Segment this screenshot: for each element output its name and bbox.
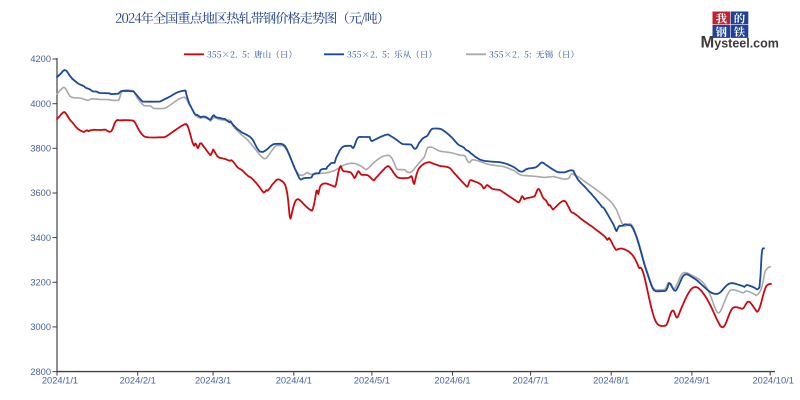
svg-text:2800: 2800	[30, 367, 51, 377]
svg-text:2024/1/1: 2024/1/1	[42, 376, 78, 386]
svg-text:Mysteel.com: Mysteel.com	[701, 34, 779, 52]
svg-text:2024/9/1: 2024/9/1	[674, 376, 710, 386]
svg-text:2024/4/1: 2024/4/1	[276, 376, 312, 386]
svg-text:3000: 3000	[30, 322, 51, 332]
svg-text:2024/10/1: 2024/10/1	[753, 376, 794, 386]
svg-text:2024/5/1: 2024/5/1	[354, 376, 390, 386]
svg-text:3200: 3200	[30, 278, 51, 288]
svg-text:2024/8/1: 2024/8/1	[593, 376, 629, 386]
svg-text:3600: 3600	[30, 188, 51, 198]
svg-text:4000: 4000	[30, 99, 51, 109]
svg-text:2024/6/1: 2024/6/1	[434, 376, 470, 386]
svg-text:3800: 3800	[30, 144, 51, 154]
svg-text:2024/7/1: 2024/7/1	[512, 376, 548, 386]
svg-text:2024/2/1: 2024/2/1	[120, 376, 156, 386]
svg-text:4200: 4200	[30, 54, 51, 64]
svg-text:3400: 3400	[30, 233, 51, 243]
svg-text:2024/3/1: 2024/3/1	[195, 376, 231, 386]
